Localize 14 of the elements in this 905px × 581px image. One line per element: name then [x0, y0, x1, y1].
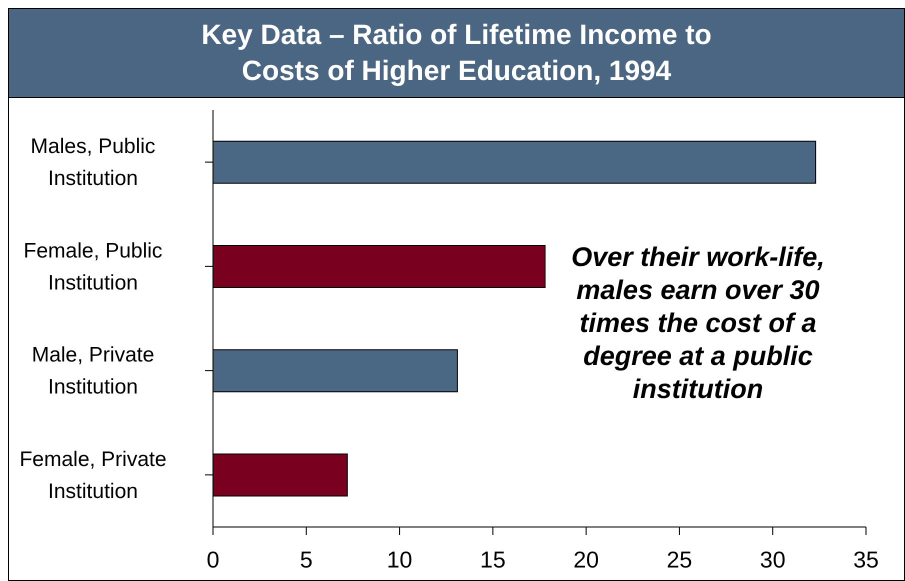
y-tick-label: Female, Public Institution	[24, 239, 162, 294]
x-tick-label: 20	[573, 546, 599, 572]
x-tick-label: 5	[300, 546, 313, 572]
y-tick-label: Female, Private Institution	[19, 448, 167, 503]
x-tick-label: 25	[666, 546, 692, 572]
x-tick-label: 35	[853, 546, 879, 572]
x-tick-label: 15	[480, 546, 506, 572]
y-tick-label: Male, Private Institution	[32, 344, 154, 399]
x-tick-label: 10	[386, 546, 412, 572]
chart-title: Key Data – Ratio of Lifetime Income to Costs of Higher Education, 1994	[200, 18, 713, 88]
y-tick-label: Males, Public Institution	[30, 135, 156, 190]
x-tick-label: 30	[760, 546, 786, 572]
x-tick-label: 0	[206, 546, 220, 572]
annotation: Over their work-life, males earn over 30 times the cost of a degree at a public institution	[570, 241, 826, 406]
